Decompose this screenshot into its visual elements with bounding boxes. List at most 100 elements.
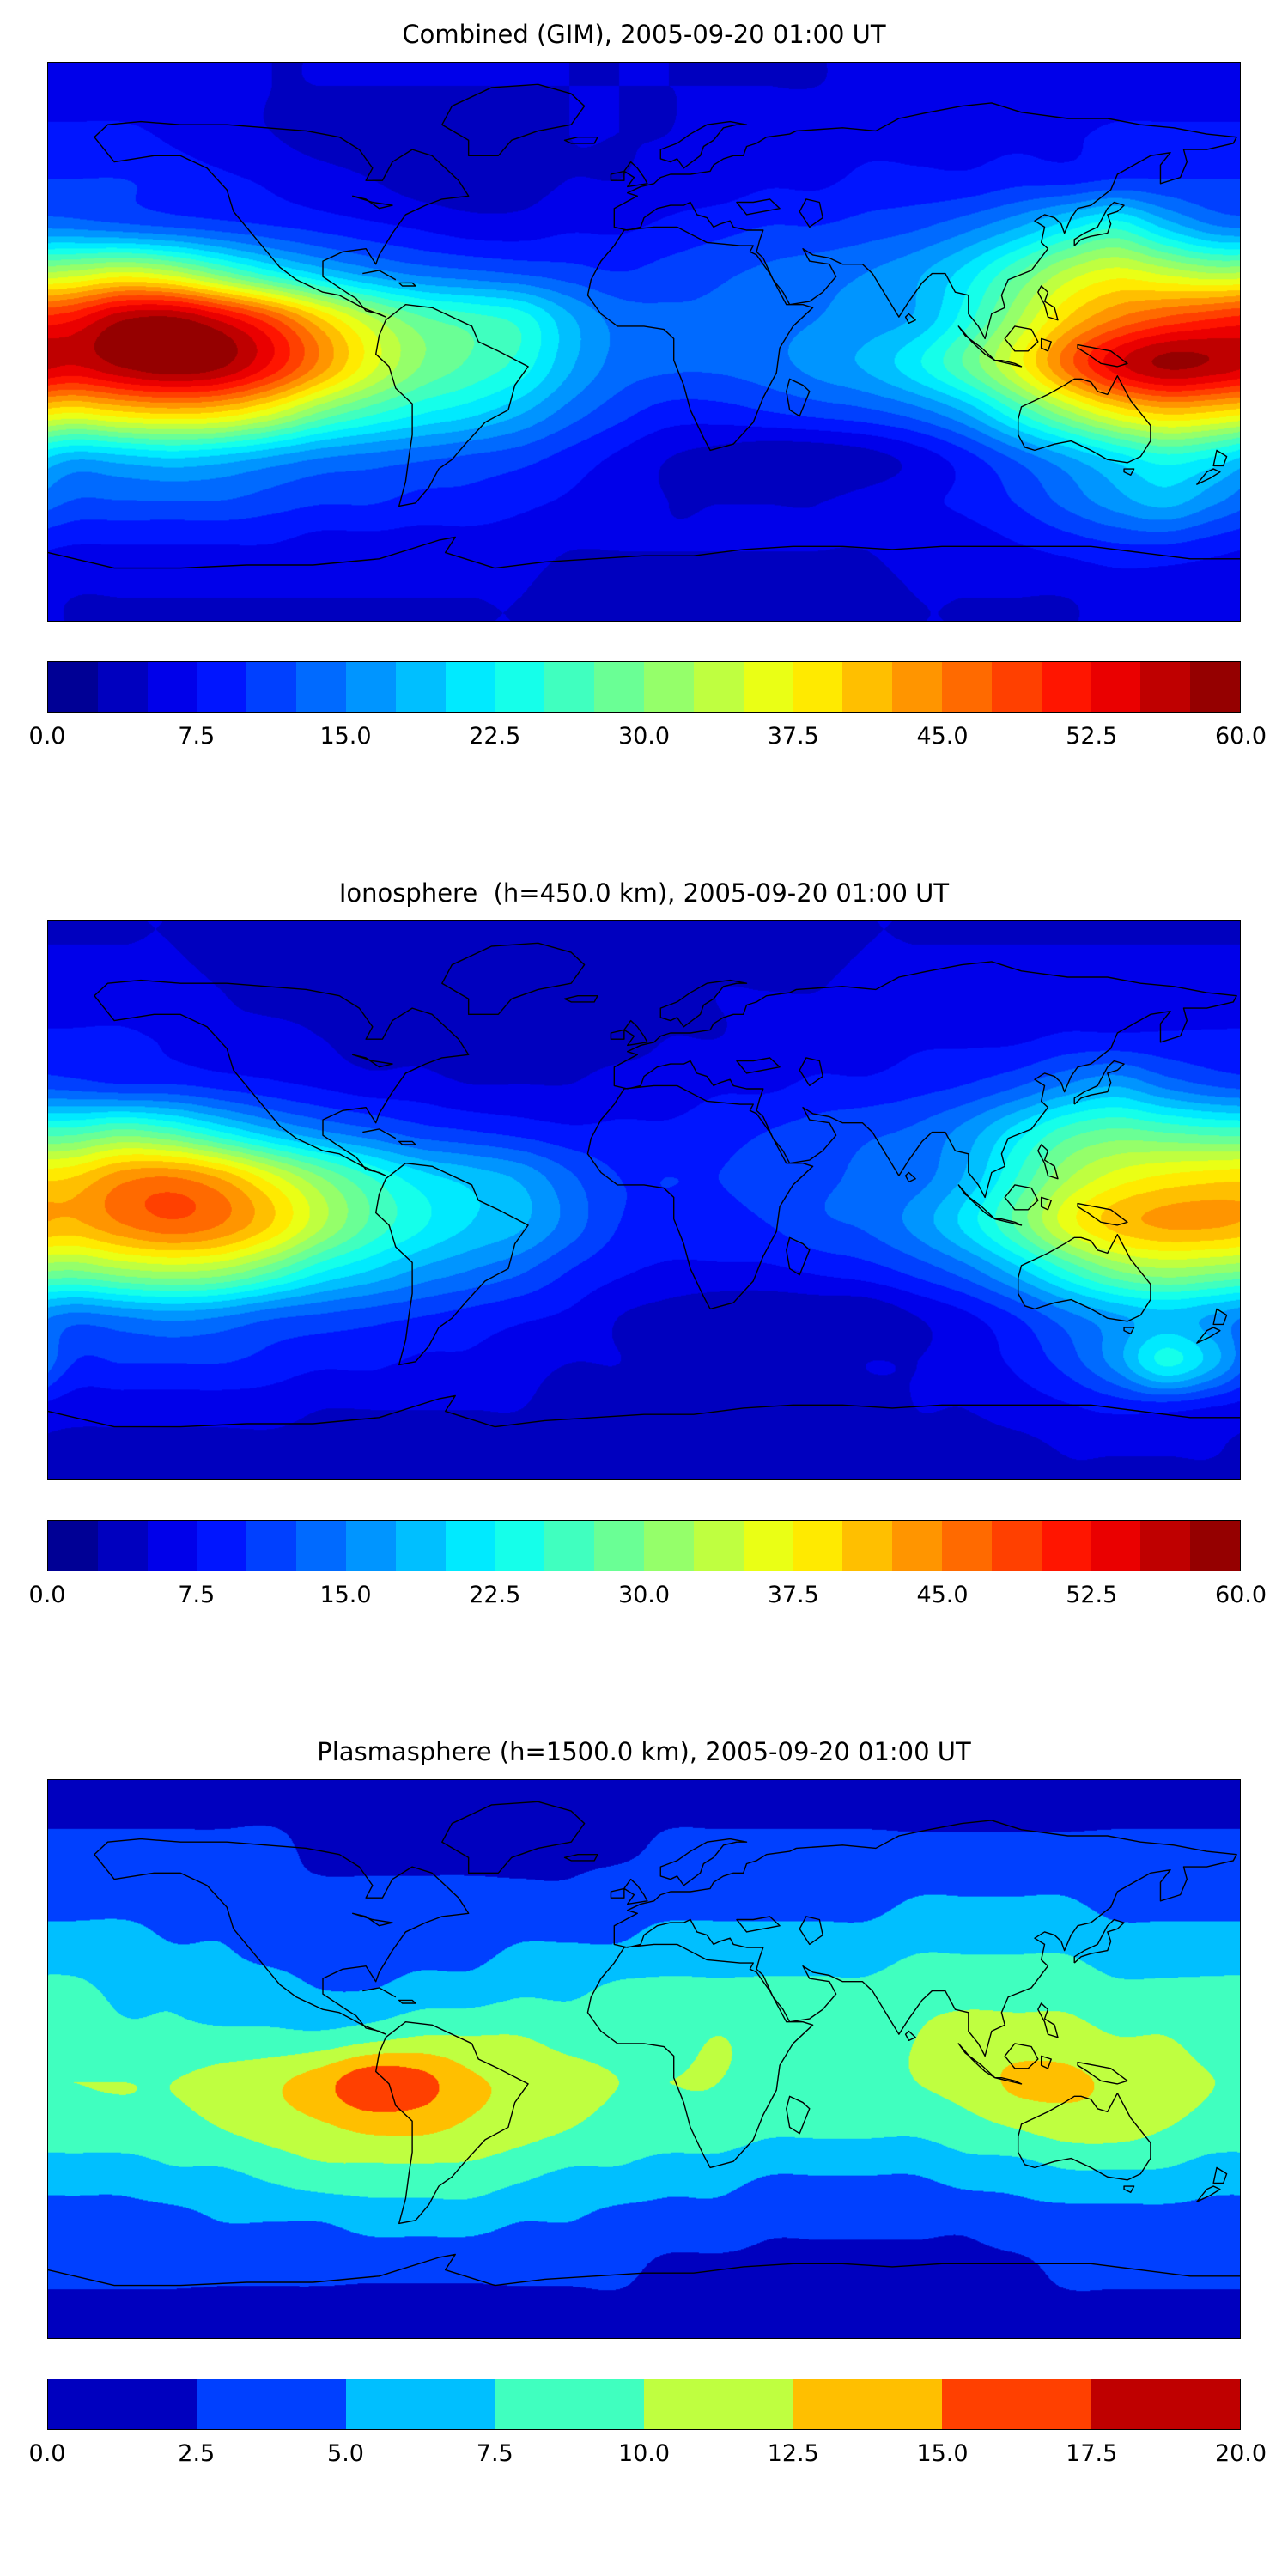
- colorbar-segment: [942, 2379, 1091, 2429]
- colorbar-tick-label: 37.5: [767, 1582, 819, 1608]
- colorbar-tick-label: 30.0: [617, 723, 671, 750]
- colorbar-segment: [246, 662, 297, 712]
- panel-plasmasphere: Plasmasphere (h=1500.0 km), 2005-09-20 0…: [29, 1717, 1267, 2576]
- colorbar-tick-label: 60.0: [1214, 723, 1267, 750]
- colorbar-tick-label: 0.0: [28, 723, 66, 750]
- colorbar-segment: [544, 1521, 595, 1571]
- colorbar-segment: [97, 1521, 148, 1571]
- colorbar-tick-label: 37.5: [767, 723, 819, 750]
- colorbar-segment: [793, 2379, 942, 2429]
- colorbar-tick-label: 15.0: [319, 723, 372, 750]
- panel-ionosphere: Ionosphere (h=450.0 km), 2005-09-20 01:0…: [29, 859, 1267, 1717]
- colorbar-segment: [544, 662, 595, 712]
- colorbar-segment: [1140, 1521, 1191, 1571]
- colorbar-tick-label: 45.0: [916, 723, 969, 750]
- colorbar-tick-label: 2.5: [178, 2440, 216, 2467]
- colorbar-segment: [1041, 1521, 1091, 1571]
- colorbar-segment: [246, 1521, 297, 1571]
- colorbar-segment: [892, 662, 942, 712]
- colorbar-segment: [97, 662, 148, 712]
- colorbar-segment: [147, 662, 197, 712]
- map-plasmasphere: [47, 1779, 1241, 2339]
- colorbar-segment: [842, 662, 893, 712]
- colorbar-segment: [594, 662, 644, 712]
- colorbar-segment: [296, 1521, 346, 1571]
- map-ionosphere: [47, 920, 1241, 1480]
- colorbar-segment: [445, 662, 495, 712]
- colorbar-segment: [48, 662, 98, 712]
- colorbar-tick-label: 5.0: [327, 2440, 364, 2467]
- colorbar-segment: [941, 662, 992, 712]
- colorbar-ionosphere: [47, 1520, 1241, 1571]
- colorbar-tick-label: 7.5: [476, 2440, 513, 2467]
- colorbar-segment: [1091, 2379, 1240, 2429]
- colorbar-segment: [1091, 1521, 1141, 1571]
- colorbar-tick-label: 52.5: [1066, 723, 1118, 750]
- coastline-path: [48, 943, 1240, 1426]
- colorbar-segment: [346, 2379, 495, 2429]
- colorbar-segment: [644, 2379, 793, 2429]
- colorbar-segment: [1190, 662, 1240, 712]
- coastlines-overlay: [48, 63, 1240, 621]
- colorbar-tick-label: 7.5: [178, 1582, 216, 1608]
- colorbar-segment: [395, 1521, 446, 1571]
- colorbar-segment: [495, 2379, 644, 2429]
- colorbar-segment: [842, 1521, 893, 1571]
- colorbar-tick-label: 30.0: [617, 1582, 671, 1608]
- colorbar-segment: [793, 1521, 843, 1571]
- colorbar-tick-label: 17.5: [1066, 2440, 1118, 2467]
- colorbar-ticks-ionosphere: 0.0 7.5 15.0 22.5 30.0 37.5 45.0 52.5 60.0: [29, 1575, 1267, 1616]
- colorbar-segment: [197, 1521, 247, 1571]
- colorbar-tick-label: 10.0: [617, 2440, 671, 2467]
- coastlines-overlay: [48, 1780, 1240, 2338]
- colorbar-segment: [941, 1521, 992, 1571]
- colorbar-segment: [643, 1521, 694, 1571]
- colorbar-segment: [743, 662, 793, 712]
- panel-title-plasmasphere: Plasmasphere (h=1500.0 km), 2005-09-20 0…: [317, 1737, 971, 1766]
- colorbar-segment: [693, 1521, 744, 1571]
- coastline-path: [48, 1801, 1240, 2285]
- colorbar-segment: [991, 662, 1042, 712]
- colorbar-segment: [743, 1521, 793, 1571]
- colorbar-segment: [147, 1521, 197, 1571]
- colorbar-combined: [47, 661, 1241, 713]
- coastline-path: [48, 84, 1240, 568]
- colorbar-segment: [594, 1521, 644, 1571]
- colorbar-segment: [296, 662, 346, 712]
- colorbar-tick-label: 0.0: [28, 1582, 66, 1608]
- colorbar-segment: [1041, 662, 1091, 712]
- panel-title-combined: Combined (GIM), 2005-09-20 01:00 UT: [402, 20, 886, 49]
- colorbar-segment: [495, 1521, 545, 1571]
- panel-title-ionosphere: Ionosphere (h=450.0 km), 2005-09-20 01:0…: [338, 878, 950, 908]
- colorbar-segment: [197, 662, 247, 712]
- colorbar-segment: [1140, 662, 1191, 712]
- colorbar-segment: [892, 1521, 942, 1571]
- colorbar-segment: [197, 2379, 346, 2429]
- colorbar-tick-label: 45.0: [916, 1582, 969, 1608]
- colorbar-segment: [1091, 662, 1141, 712]
- colorbar-segment: [345, 662, 396, 712]
- coastlines-overlay: [48, 921, 1240, 1479]
- colorbar-ticks-plasmasphere: 0.0 2.5 5.0 7.5 10.0 12.5 15.0 17.5 20.0: [29, 2433, 1267, 2475]
- colorbar-tick-label: 20.0: [1214, 2440, 1267, 2467]
- colorbar-segment: [495, 662, 545, 712]
- colorbar-segment: [693, 662, 744, 712]
- colorbar-tick-label: 22.5: [469, 723, 521, 750]
- colorbar-segment: [1190, 1521, 1240, 1571]
- colorbar-tick-label: 0.0: [28, 2440, 66, 2467]
- colorbar-tick-label: 15.0: [916, 2440, 969, 2467]
- colorbar-segment: [345, 1521, 396, 1571]
- colorbar-tick-label: 12.5: [767, 2440, 819, 2467]
- colorbar-segment: [48, 1521, 98, 1571]
- panel-combined-gim: Combined (GIM), 2005-09-20 01:00 UT 0.0 7…: [29, 0, 1267, 859]
- colorbar-ticks-combined: 0.0 7.5 15.0 22.5 30.0 37.5 45.0 52.5 60.0: [29, 716, 1267, 757]
- colorbar-segment: [395, 662, 446, 712]
- colorbar-segment: [793, 662, 843, 712]
- colorbar-tick-label: 15.0: [319, 1582, 372, 1608]
- map-combined: [47, 62, 1241, 622]
- colorbar-tick-label: 52.5: [1066, 1582, 1118, 1608]
- colorbar-tick-label: 22.5: [469, 1582, 521, 1608]
- colorbar-tick-label: 60.0: [1214, 1582, 1267, 1608]
- colorbar-segment: [991, 1521, 1042, 1571]
